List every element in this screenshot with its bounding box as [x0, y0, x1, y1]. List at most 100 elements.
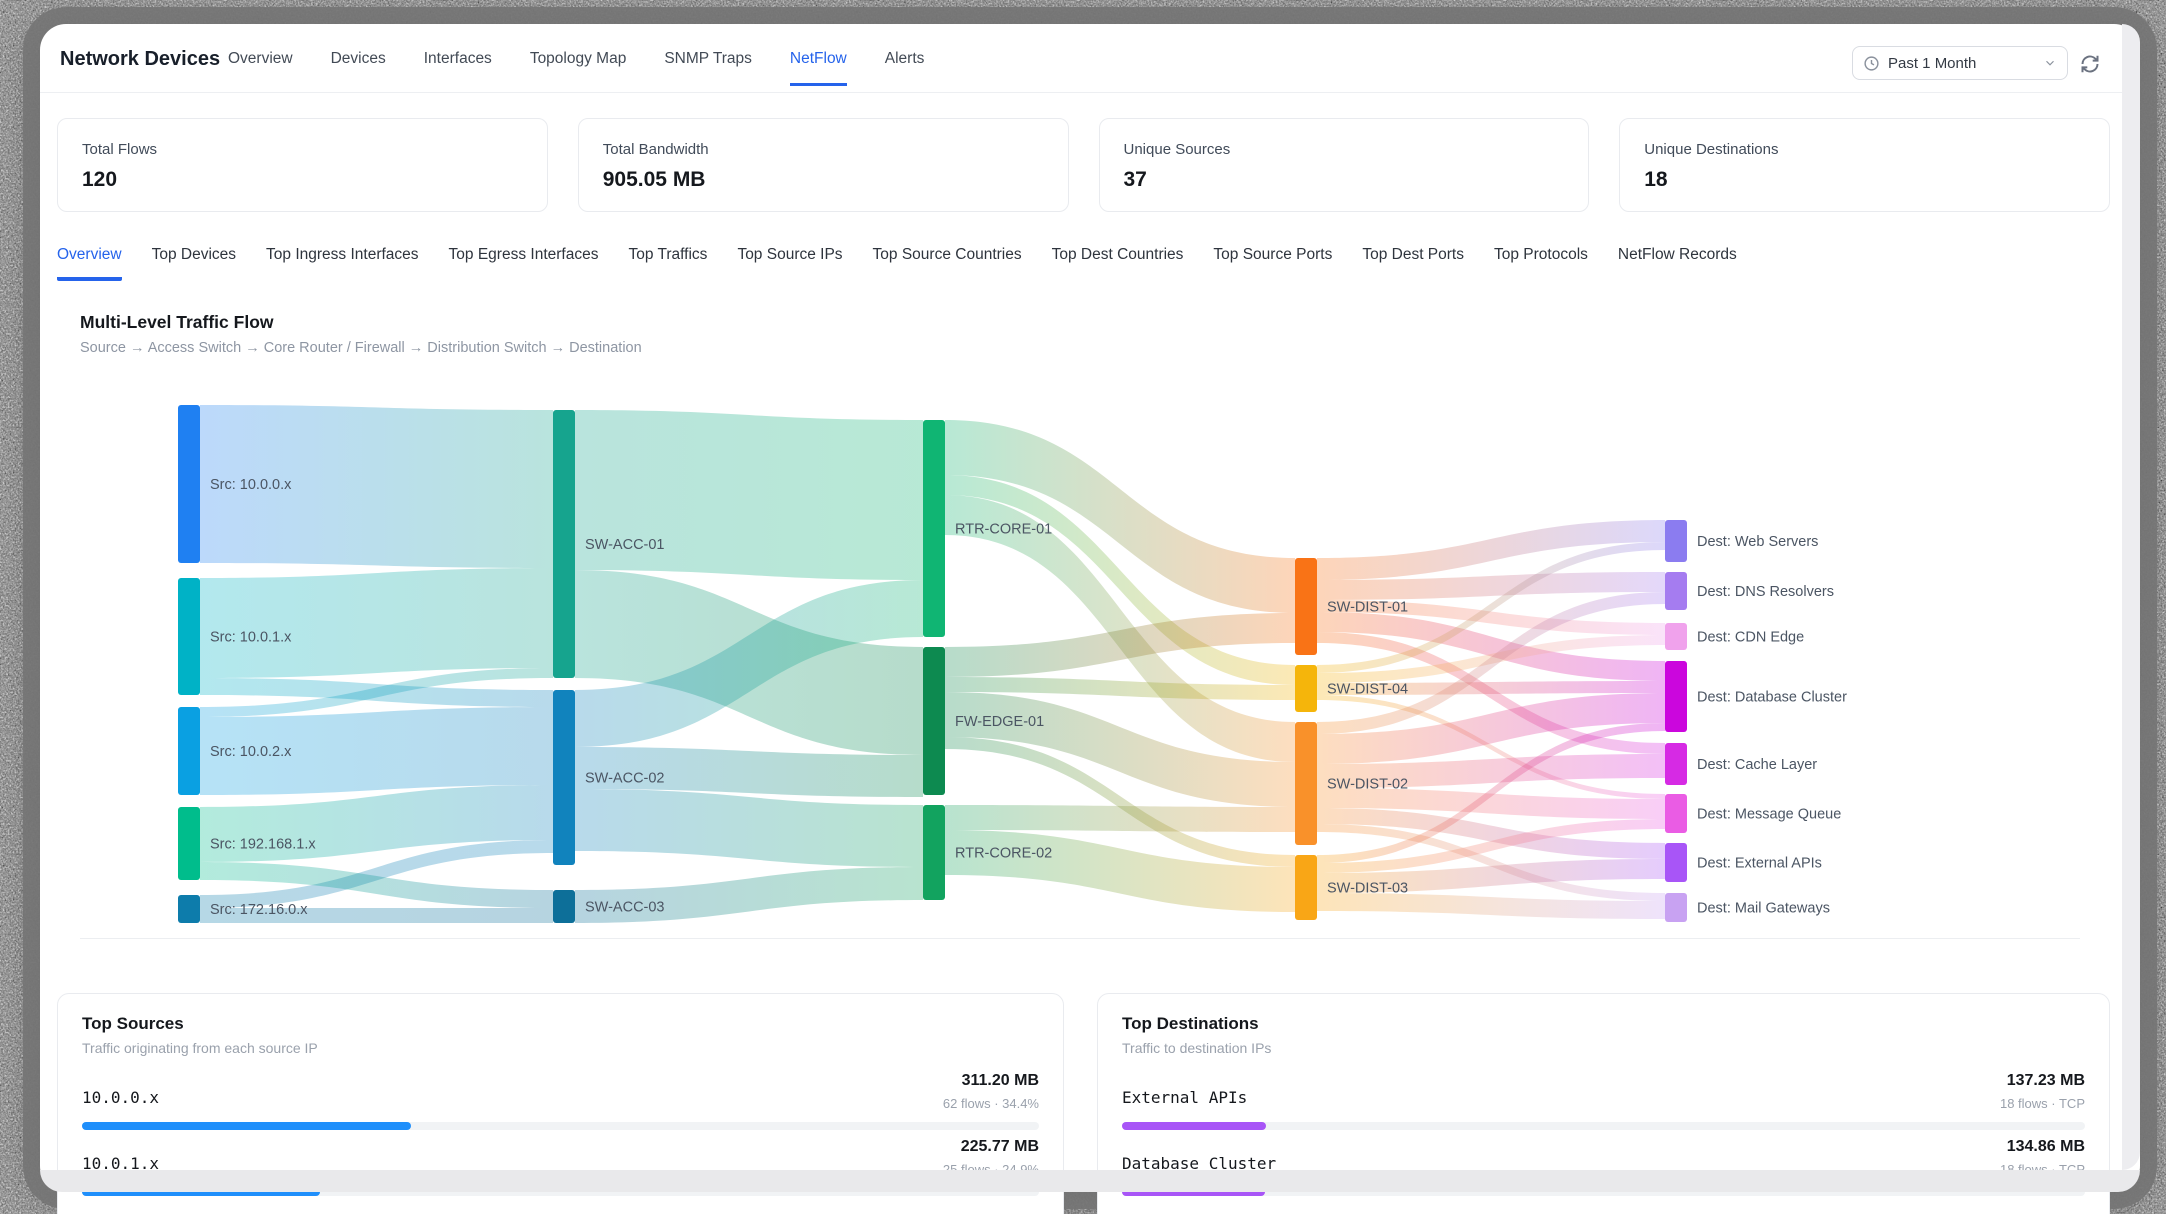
sankey-link-s2-a2[interactable]	[200, 678, 553, 707]
window-bottom-edge	[40, 1170, 2140, 1192]
sankey-link-d3-t5[interactable]	[1317, 754, 1665, 788]
sankey-link-s1-a1[interactable]	[200, 405, 553, 568]
sankey-node-label-t1: Dest: Web Servers	[1697, 534, 1818, 550]
sankey-node-label-d2: SW-DIST-04	[1327, 682, 1408, 698]
sankey-link-s3-a2[interactable]	[200, 707, 553, 795]
sankey-node-a2[interactable]	[553, 690, 575, 865]
sankey-link-a2-r3[interactable]	[575, 789, 923, 867]
row-progress-track	[1122, 1122, 2085, 1130]
main-tab-topology-map[interactable]: Topology Map	[529, 50, 627, 67]
sankey-link-d4-t6[interactable]	[1317, 819, 1665, 873]
main-tab-snmp-traps[interactable]: SNMP Traps	[664, 50, 752, 67]
sankey-node-d1[interactable]	[1295, 558, 1317, 655]
sankey-node-label-r1: RTR-CORE-01	[955, 522, 1052, 538]
sankey-node-t1[interactable]	[1665, 520, 1687, 562]
sankey-link-r2-d4[interactable]	[945, 737, 1295, 867]
subtab-top-dest-ports[interactable]: Top Dest Ports	[1362, 246, 1464, 263]
sankey-link-d3-t4[interactable]	[1317, 693, 1665, 764]
main-tab-interfaces[interactable]: Interfaces	[423, 50, 492, 67]
sankey-link-d3-t8[interactable]	[1317, 824, 1665, 901]
sankey-link-r3-d3[interactable]	[945, 805, 1295, 832]
sankey-link-r1-d2[interactable]	[945, 475, 1295, 685]
sankey-link-d1-t1[interactable]	[1317, 520, 1665, 580]
sankey-node-a1[interactable]	[553, 410, 575, 678]
sankey-link-d3-t2[interactable]	[1317, 592, 1665, 734]
sankey-link-r1-d1[interactable]	[945, 420, 1295, 613]
scrollbar-gutter[interactable]	[2122, 24, 2140, 1170]
sankey-node-a3[interactable]	[553, 890, 575, 923]
sankey-link-d1-t3[interactable]	[1317, 600, 1665, 635]
stat-value: 120	[82, 168, 118, 191]
sankey-node-label-s4: Src: 192.168.1.x	[210, 837, 316, 853]
refresh-button[interactable]	[2078, 52, 2102, 76]
sankey-link-d2-t1[interactable]	[1317, 542, 1665, 673]
main-tab-devices[interactable]: Devices	[330, 50, 386, 67]
main-tab-overview[interactable]: Overview	[228, 50, 293, 67]
sankey-node-t5[interactable]	[1665, 743, 1687, 785]
sankey-node-label-a2: SW-ACC-02	[585, 771, 665, 787]
stat-label: Unique Sources	[1123, 141, 1231, 158]
sankey-link-a3-r3[interactable]	[575, 867, 923, 923]
sankey-node-s5[interactable]	[178, 895, 200, 923]
sankey-node-s1[interactable]	[178, 405, 200, 563]
sankey-link-r2-d2[interactable]	[945, 677, 1295, 700]
main-tab-alerts[interactable]: Alerts	[884, 50, 925, 67]
subtab-top-source-ports[interactable]: Top Source Ports	[1213, 246, 1333, 263]
row-progress-track	[82, 1122, 1039, 1130]
main-tab-netflow[interactable]: NetFlow	[789, 36, 847, 86]
sankey-link-d4-t7[interactable]	[1317, 859, 1665, 893]
sankey-link-a2-r1[interactable]	[575, 580, 923, 747]
sankey-link-r3-d4[interactable]	[945, 830, 1295, 912]
sankey-link-d1-t2[interactable]	[1317, 572, 1665, 600]
sankey-link-s4-a3[interactable]	[200, 862, 553, 908]
sankey-link-d2-t6[interactable]	[1317, 695, 1665, 799]
sankey-link-r1-d3[interactable]	[945, 495, 1295, 762]
subtab-top-dest-countries[interactable]: Top Dest Countries	[1051, 246, 1184, 263]
stat-value: 37	[1123, 168, 1147, 191]
sankey-link-d3-t7[interactable]	[1317, 808, 1665, 859]
sankey-node-s4[interactable]	[178, 807, 200, 880]
sankey-node-d3[interactable]	[1295, 722, 1317, 845]
sankey-node-t3[interactable]	[1665, 623, 1687, 650]
sankey-link-d4-t4[interactable]	[1317, 723, 1665, 863]
sankey-link-d2-t4[interactable]	[1317, 681, 1665, 695]
sankey-link-s5-a3[interactable]	[200, 908, 553, 923]
subtab-top-devices[interactable]: Top Devices	[151, 246, 237, 263]
sankey-node-d4[interactable]	[1295, 855, 1317, 920]
sankey-node-d2[interactable]	[1295, 665, 1317, 712]
subtab-top-traffics[interactable]: Top Traffics	[628, 246, 708, 263]
sankey-node-t2[interactable]	[1665, 572, 1687, 610]
sankey-link-s5-a2[interactable]	[200, 840, 553, 908]
row-progress-fill	[1122, 1122, 1267, 1130]
stat-card-total-flows: Total Flows 120	[57, 118, 548, 212]
sankey-link-d4-t8[interactable]	[1317, 893, 1665, 919]
sankey-link-a1-r1[interactable]	[575, 410, 923, 580]
sankey-node-r3[interactable]	[923, 805, 945, 900]
subtab-top-source-countries[interactable]: Top Source Countries	[872, 246, 1022, 263]
sankey-node-t8[interactable]	[1665, 893, 1687, 922]
sankey-node-t7[interactable]	[1665, 843, 1687, 882]
time-range-select[interactable]: Past 1 Month	[1852, 46, 2068, 80]
sankey-link-r2-d3[interactable]	[945, 692, 1295, 807]
subtab-top-protocols[interactable]: Top Protocols	[1493, 246, 1588, 263]
subtab-top-source-ips[interactable]: Top Source IPs	[737, 246, 843, 263]
sankey-node-s3[interactable]	[178, 707, 200, 795]
sankey-link-a2-r2[interactable]	[575, 747, 923, 797]
sankey-node-t6[interactable]	[1665, 794, 1687, 833]
sankey-link-s4-a2[interactable]	[200, 785, 553, 862]
sankey-link-d3-t6[interactable]	[1317, 788, 1665, 819]
sankey-node-t4[interactable]	[1665, 661, 1687, 732]
sankey-node-label-d3: SW-DIST-02	[1327, 777, 1408, 793]
sankey-link-r2-d1[interactable]	[945, 613, 1295, 677]
subtab-overview[interactable]: Overview	[57, 246, 122, 281]
sankey-node-r2[interactable]	[923, 647, 945, 795]
sankey-node-s2[interactable]	[178, 578, 200, 695]
sankey-node-label-s3: Src: 10.0.2.x	[210, 744, 292, 760]
sankey-link-s2-a1[interactable]	[200, 568, 553, 678]
top-destinations-subtitle: Traffic to destination IPs	[1122, 1040, 1272, 1056]
sankey-node-r1[interactable]	[923, 420, 945, 637]
subtab-top-ingress-interfaces[interactable]: Top Ingress Interfaces	[266, 246, 419, 263]
subtab-top-egress-interfaces[interactable]: Top Egress Interfaces	[448, 246, 599, 263]
sankey-link-d1-t4[interactable]	[1317, 612, 1665, 681]
subtab-netflow-records[interactable]: NetFlow Records	[1617, 246, 1737, 263]
